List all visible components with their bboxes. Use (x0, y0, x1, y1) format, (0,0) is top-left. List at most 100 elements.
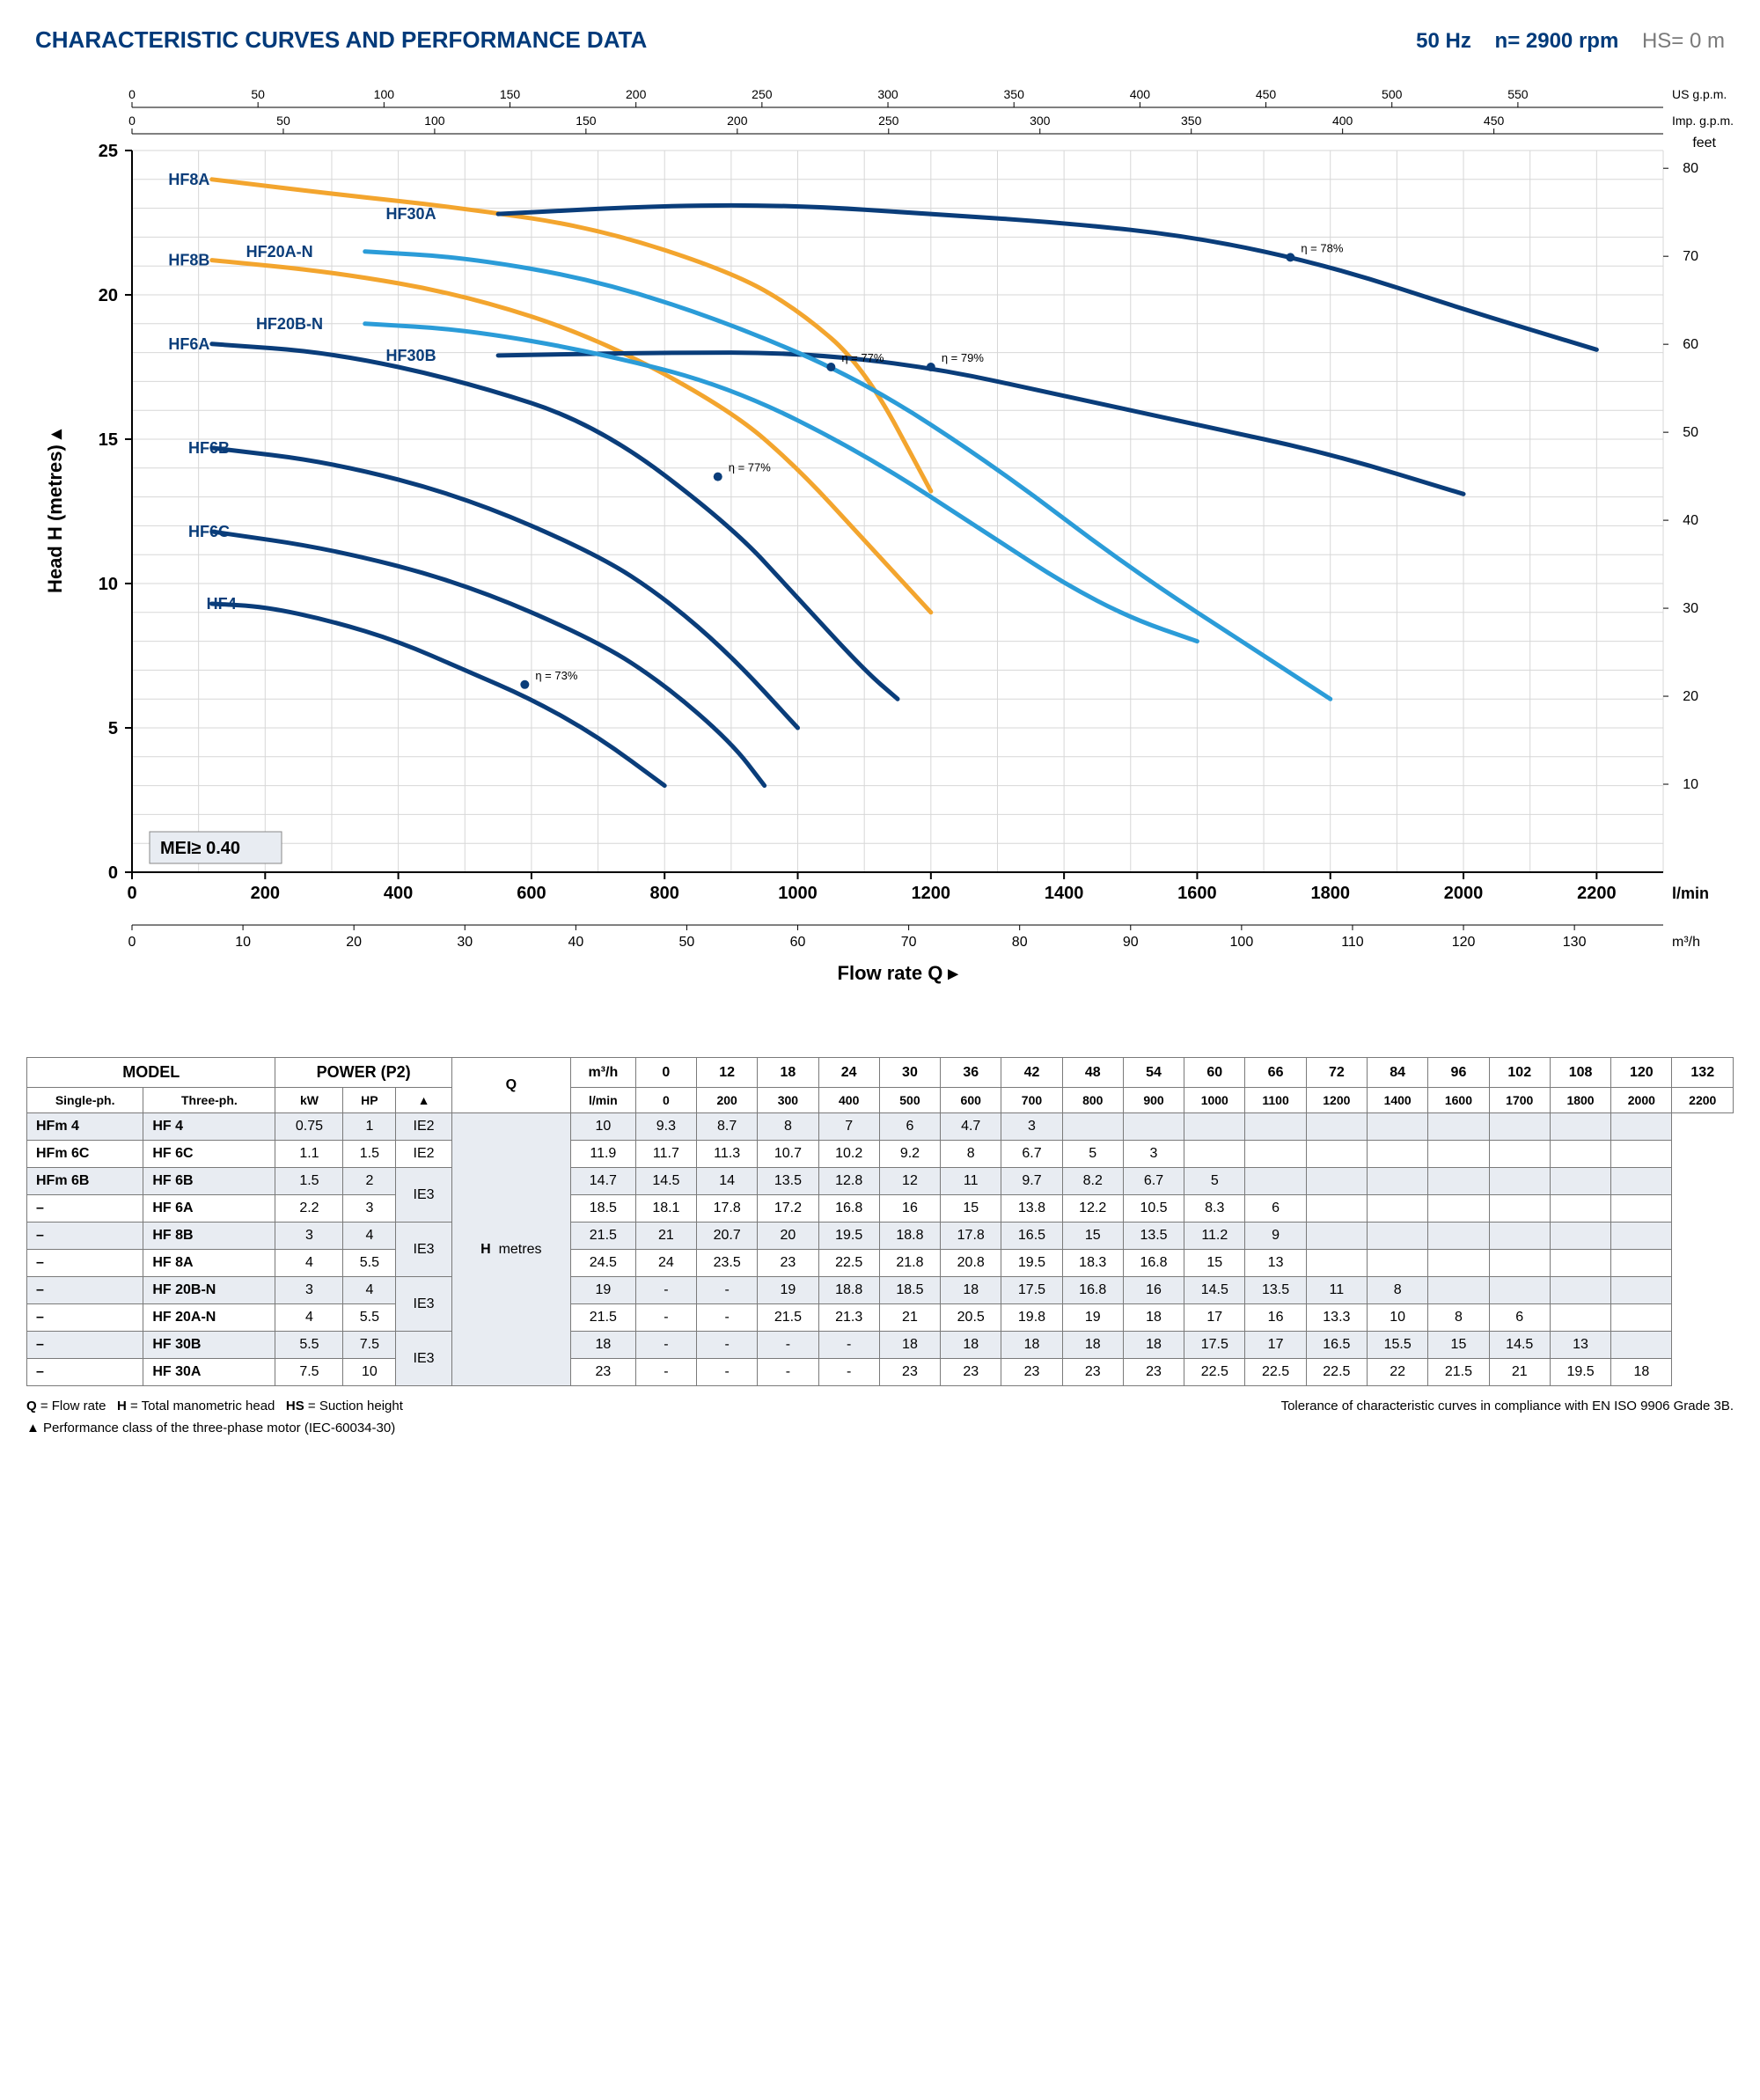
svg-text:60: 60 (1683, 337, 1698, 352)
cell-val: 11.9 (570, 1141, 635, 1168)
cell-val: 13 (1245, 1250, 1306, 1277)
cell-hp: 2 (343, 1168, 396, 1195)
svg-text:HF6A: HF6A (168, 335, 209, 353)
cell-val (1550, 1304, 1610, 1332)
svg-text:30: 30 (1683, 601, 1698, 616)
hdr-lmin-col: 2200 (1672, 1088, 1734, 1113)
cell-val: 15 (1184, 1250, 1245, 1277)
cell-val: 18.8 (879, 1223, 940, 1250)
cell-val: 20.5 (941, 1304, 1001, 1332)
cell-val (1550, 1113, 1610, 1141)
cell-val: 20.7 (697, 1223, 758, 1250)
cell-val: 22 (1368, 1359, 1428, 1386)
cell-hp: 1 (343, 1113, 396, 1141)
svg-text:300: 300 (1030, 114, 1051, 128)
cell-three: HF 8B (143, 1223, 275, 1250)
cell-val: 18.5 (879, 1277, 940, 1304)
svg-text:250: 250 (752, 87, 773, 101)
cell-val: - (697, 1304, 758, 1332)
cell-kw: 2.2 (275, 1195, 343, 1223)
cell-val: 8.2 (1062, 1168, 1123, 1195)
cell-val: 9.3 (635, 1113, 696, 1141)
cell-val: 21 (1489, 1359, 1550, 1386)
cell-val: 13.5 (1123, 1223, 1184, 1250)
cell-val: 13.5 (1245, 1277, 1306, 1304)
cell-val: 10.2 (818, 1141, 879, 1168)
cell-val: 16 (879, 1195, 940, 1223)
cell-hp: 4 (343, 1277, 396, 1304)
cell-val: 13.5 (758, 1168, 818, 1195)
cell-ie: IE3 (396, 1168, 451, 1223)
cell-val: 24 (635, 1250, 696, 1277)
cell-single: – (27, 1304, 143, 1332)
svg-text:130: 130 (1563, 935, 1587, 950)
cell-val: 24.5 (570, 1250, 635, 1277)
cell-kw: 7.5 (275, 1359, 343, 1386)
svg-text:20: 20 (1683, 689, 1698, 704)
cell-val (1306, 1141, 1367, 1168)
cell-val: - (758, 1359, 818, 1386)
cell-val: 6 (1489, 1304, 1550, 1332)
cell-val: 16.5 (1001, 1223, 1062, 1250)
cell-val: 3 (1123, 1141, 1184, 1168)
svg-text:600: 600 (517, 884, 546, 903)
svg-text:120: 120 (1452, 935, 1476, 950)
cell-kw: 3 (275, 1277, 343, 1304)
svg-text:HF6B: HF6B (188, 439, 230, 457)
svg-text:200: 200 (251, 884, 280, 903)
svg-text:350: 350 (1181, 114, 1202, 128)
hdr-lmin-col: 300 (758, 1088, 818, 1113)
cell-val (1368, 1141, 1428, 1168)
table-row: HFm 6BHF 6B1.52IE314.714.51413.512.81211… (27, 1168, 1734, 1195)
svg-text:100: 100 (1230, 935, 1254, 950)
cell-val (1428, 1223, 1489, 1250)
cell-val: 23 (758, 1250, 818, 1277)
cell-single: – (27, 1332, 143, 1359)
cell-val: 19.5 (1550, 1359, 1610, 1386)
svg-text:40: 40 (1683, 513, 1698, 528)
cell-val: 21 (635, 1223, 696, 1250)
cell-val: - (697, 1359, 758, 1386)
cell-val: 18 (1123, 1332, 1184, 1359)
cell-val: 12.8 (818, 1168, 879, 1195)
cell-val: 12 (879, 1168, 940, 1195)
cell-single: HFm 6C (27, 1141, 143, 1168)
cell-kw: 5.5 (275, 1332, 343, 1359)
cell-val (1184, 1113, 1245, 1141)
svg-text:0: 0 (127, 884, 136, 903)
cell-val: 17.2 (758, 1195, 818, 1223)
cell-hp: 7.5 (343, 1332, 396, 1359)
cell-val: 19 (1062, 1304, 1123, 1332)
svg-text:70: 70 (1683, 249, 1698, 264)
hdr-lmin-col: 2000 (1611, 1088, 1672, 1113)
svg-text:80: 80 (1012, 935, 1028, 950)
svg-text:5: 5 (108, 719, 118, 738)
table-row: HFm 6CHF 6С1.11.5IE211.911.711.310.710.2… (27, 1141, 1734, 1168)
spec-rpm: n= 2900 rpm (1495, 29, 1619, 53)
cell-val: 21.5 (570, 1304, 635, 1332)
cell-val: 23 (941, 1359, 1001, 1386)
svg-text:450: 450 (1484, 114, 1505, 128)
cell-val: 6 (1245, 1195, 1306, 1223)
cell-val: 14.5 (1184, 1277, 1245, 1304)
cell-val: 22.5 (1184, 1359, 1245, 1386)
cell-val (1489, 1223, 1550, 1250)
cell-val: 14.5 (1489, 1332, 1550, 1359)
svg-text:HF6C: HF6C (188, 523, 230, 540)
cell-val: 18 (1001, 1332, 1062, 1359)
cell-val: 5 (1062, 1141, 1123, 1168)
cell-val (1489, 1195, 1550, 1223)
cell-three: HF 8A (143, 1250, 275, 1277)
cell-val (1550, 1250, 1610, 1277)
hdr-lmin-col: 1800 (1550, 1088, 1610, 1113)
cell-val (1428, 1113, 1489, 1141)
hdr-m3h-col: 84 (1368, 1058, 1428, 1088)
hdr-m3h-unit: m³/h (570, 1058, 635, 1088)
cell-val: 14.7 (570, 1168, 635, 1195)
footnotes: Q = Flow rate H = Total manometric head … (26, 1399, 1734, 1443)
cell-val: 5 (1184, 1168, 1245, 1195)
cell-val: 19.8 (1001, 1304, 1062, 1332)
hdr-m3h-col: 24 (818, 1058, 879, 1088)
cell-val (1489, 1168, 1550, 1195)
cell-val (1489, 1250, 1550, 1277)
